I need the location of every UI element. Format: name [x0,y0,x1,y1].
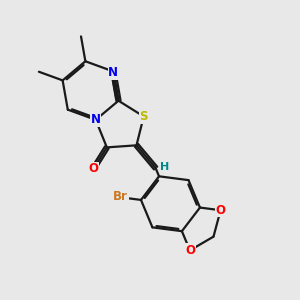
Text: Br: Br [113,190,128,203]
Text: N: N [91,113,101,126]
Text: N: N [91,113,101,126]
Text: H: H [160,162,169,172]
Text: O: O [185,244,195,257]
Text: N: N [108,66,118,80]
Text: N: N [108,65,118,78]
Text: O: O [88,162,98,175]
Text: S: S [140,110,148,123]
Text: O: O [216,204,226,217]
